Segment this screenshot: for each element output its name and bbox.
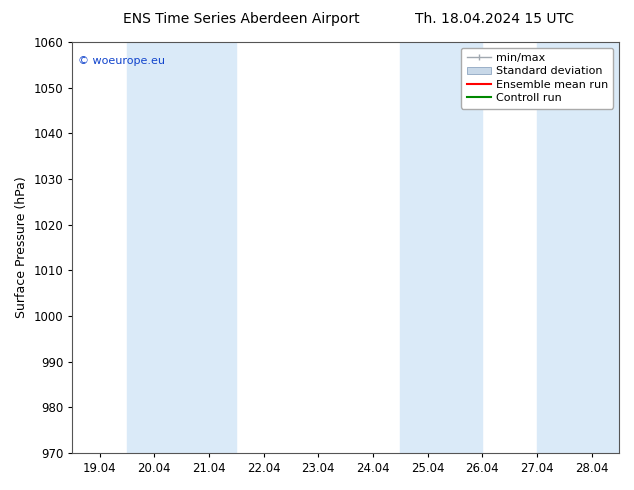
Bar	[400, 42, 482, 453]
Bar	[127, 42, 236, 453]
Text: © woeurope.eu: © woeurope.eu	[78, 56, 165, 67]
Text: Th. 18.04.2024 15 UTC: Th. 18.04.2024 15 UTC	[415, 12, 574, 26]
Legend: min/max, Standard deviation, Ensemble mean run, Controll run: min/max, Standard deviation, Ensemble me…	[461, 48, 614, 109]
Text: ENS Time Series Aberdeen Airport: ENS Time Series Aberdeen Airport	[122, 12, 359, 26]
Bar	[537, 42, 634, 453]
Y-axis label: Surface Pressure (hPa): Surface Pressure (hPa)	[15, 176, 28, 318]
